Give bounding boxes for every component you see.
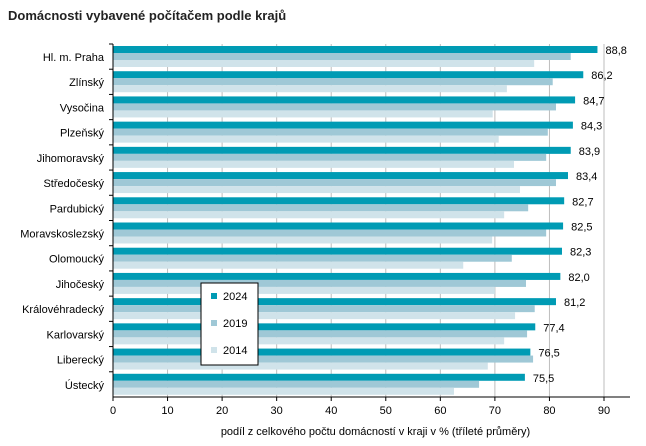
x-tick-label: 60 xyxy=(434,405,446,417)
bar-2024 xyxy=(113,222,564,230)
data-label: 82,3 xyxy=(570,247,591,259)
data-label: 82,5 xyxy=(571,222,592,234)
bar-2019 xyxy=(113,128,548,136)
category-label: Jihočeský xyxy=(56,279,105,291)
data-label: 83,4 xyxy=(576,171,597,183)
bar-2024 xyxy=(113,373,525,381)
category-label: Jihomoravský xyxy=(37,153,105,165)
x-tick-label: 30 xyxy=(271,405,283,417)
x-tick-label: 50 xyxy=(380,405,392,417)
bar-2014 xyxy=(113,387,454,395)
bar-2019 xyxy=(113,355,534,363)
bar-2019 xyxy=(113,305,535,313)
data-label: 84,7 xyxy=(583,95,604,107)
category-label: Královéhradecký xyxy=(22,304,104,316)
data-label: 77,4 xyxy=(543,322,564,334)
bar-2014 xyxy=(113,362,488,370)
bar-2014 xyxy=(113,312,516,320)
bar-2024 xyxy=(113,172,568,180)
bar-2014 xyxy=(113,236,493,244)
bar-2024 xyxy=(113,197,565,205)
bar-2014 xyxy=(113,186,520,194)
x-tick-label: 20 xyxy=(216,405,228,417)
bar-2019 xyxy=(113,179,556,187)
x-tick-label: 70 xyxy=(489,405,501,417)
bar-2019 xyxy=(113,254,512,262)
legend-swatch-2014 xyxy=(211,347,217,353)
x-axis-title: podíl z celkového počtu domácností v kra… xyxy=(221,426,530,438)
category-label: Moravskoslezský xyxy=(20,229,104,241)
data-label: 82,0 xyxy=(568,272,589,284)
bar-2014 xyxy=(113,261,464,269)
legend-label: 2019 xyxy=(223,318,247,330)
legend-swatch-2024 xyxy=(211,293,217,299)
bar-2024 xyxy=(113,247,562,255)
bar-2024 xyxy=(113,272,561,280)
data-label: 75,5 xyxy=(533,373,554,385)
chart-title: Domácnosti vybavené počítačem podle kraj… xyxy=(8,8,287,23)
bar-2019 xyxy=(113,53,571,60)
data-label: 84,3 xyxy=(581,121,602,133)
bar-2024 xyxy=(113,323,536,331)
bar-2024 xyxy=(113,121,573,129)
bar-2014 xyxy=(113,160,514,168)
bar-2019 xyxy=(113,153,547,161)
data-label: 86,2 xyxy=(591,70,612,82)
bar-2019 xyxy=(113,103,556,111)
bar-2014 xyxy=(113,135,499,143)
category-label: Olomoucký xyxy=(49,254,105,266)
bar-2019 xyxy=(113,229,547,237)
bar-2014 xyxy=(113,85,507,93)
bar-2024 xyxy=(113,348,531,356)
data-label: 83,9 xyxy=(579,146,600,158)
legend-label: 2014 xyxy=(223,345,247,357)
bar-2024 xyxy=(113,46,598,53)
bar-2024 xyxy=(113,71,584,79)
data-label: 82,7 xyxy=(572,196,593,208)
data-label: 76,5 xyxy=(538,348,559,360)
bar-2019 xyxy=(113,204,529,212)
bar-2019 xyxy=(113,330,528,338)
bar-2014 xyxy=(113,337,505,345)
bar-2019 xyxy=(113,78,553,86)
data-label: 88,8 xyxy=(605,45,626,57)
category-label: Hl. m. Praha xyxy=(43,52,105,64)
category-label: Ústecký xyxy=(65,379,105,392)
x-tick-label: 0 xyxy=(110,405,116,417)
category-label: Vysočina xyxy=(60,102,105,114)
legend-label: 2024 xyxy=(223,291,247,303)
bar-2014 xyxy=(113,110,493,118)
category-label: Plzeňský xyxy=(60,128,105,140)
bar-2024 xyxy=(113,146,571,154)
bar-2014 xyxy=(113,286,495,294)
category-label: Karlovarský xyxy=(47,329,105,341)
bar-2024 xyxy=(113,96,576,104)
bar-2024 xyxy=(113,298,556,306)
x-tick-label: 90 xyxy=(598,405,610,417)
bar-2014 xyxy=(113,60,535,67)
bar-2019 xyxy=(113,380,480,388)
legend-box xyxy=(200,282,259,366)
category-label: Liberecký xyxy=(57,355,105,367)
bar-2019 xyxy=(113,279,526,287)
x-tick-label: 80 xyxy=(543,405,555,417)
x-tick-label: 10 xyxy=(161,405,173,417)
category-label: Zlínský xyxy=(69,77,104,89)
data-label: 81,2 xyxy=(564,297,585,309)
category-label: Středočeský xyxy=(43,178,104,190)
category-label: Pardubický xyxy=(50,203,105,215)
bar-2014 xyxy=(113,211,505,219)
x-tick-label: 40 xyxy=(325,405,337,417)
legend-swatch-2019 xyxy=(211,320,217,326)
